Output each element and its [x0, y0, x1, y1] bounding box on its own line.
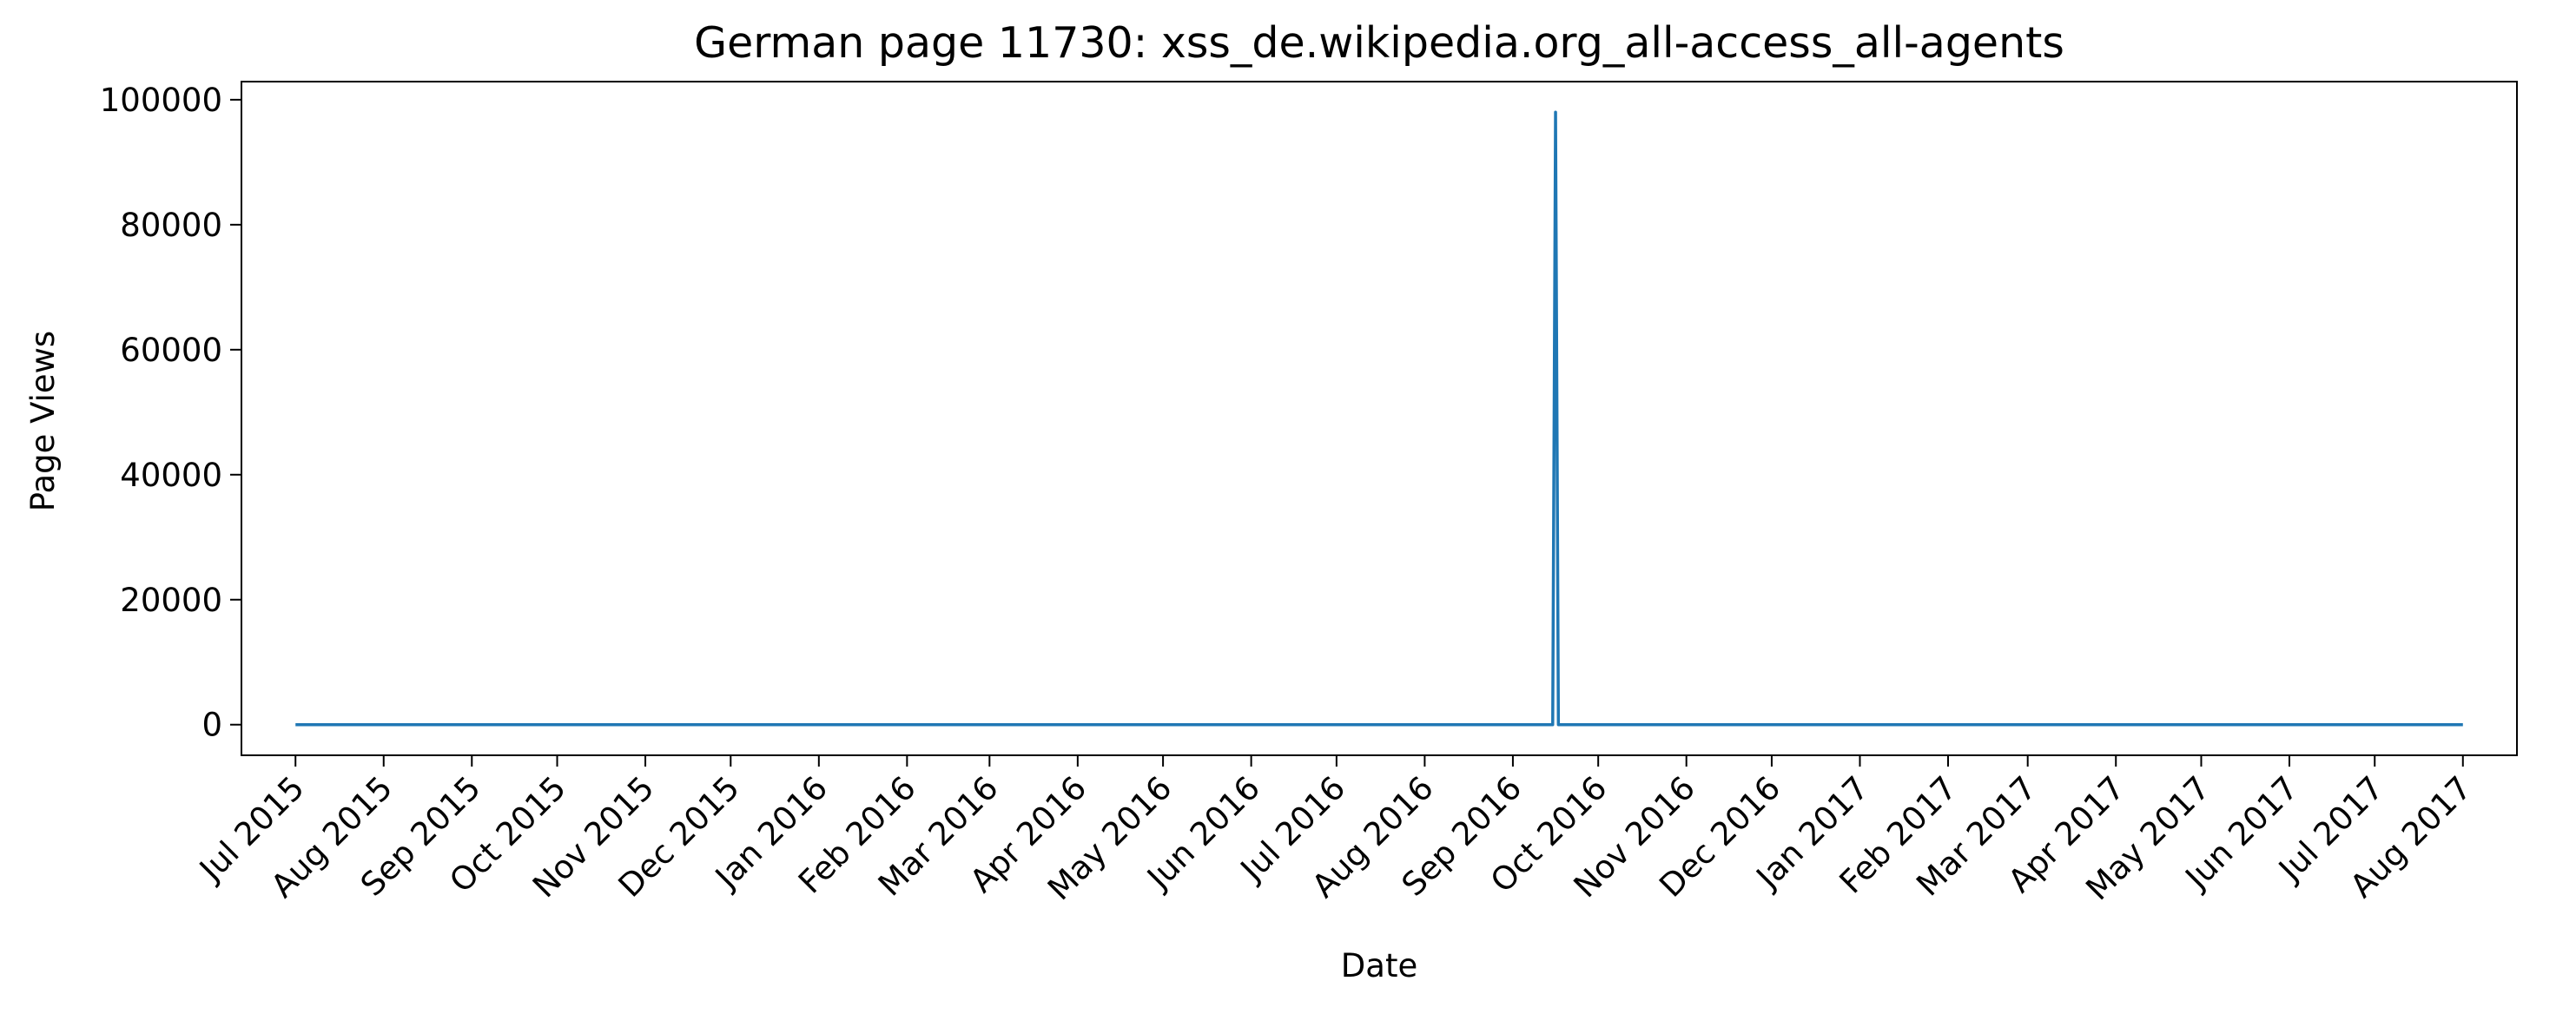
y-tick-label: 60000	[120, 332, 222, 369]
y-axis-label: Page Views	[24, 331, 62, 511]
x-axis-label: Date	[1341, 947, 1417, 984]
y-tick-label: 20000	[120, 582, 222, 619]
y-tick-label: 100000	[100, 82, 222, 119]
y-tick-label: 40000	[120, 457, 222, 494]
chart-title: German page 11730: xss_de.wikipedia.org_…	[694, 18, 2064, 68]
plot-frame	[241, 81, 2518, 756]
series-line	[295, 110, 2463, 727]
y-tick-label: 0	[201, 707, 222, 744]
y-tick-label: 80000	[120, 207, 222, 244]
